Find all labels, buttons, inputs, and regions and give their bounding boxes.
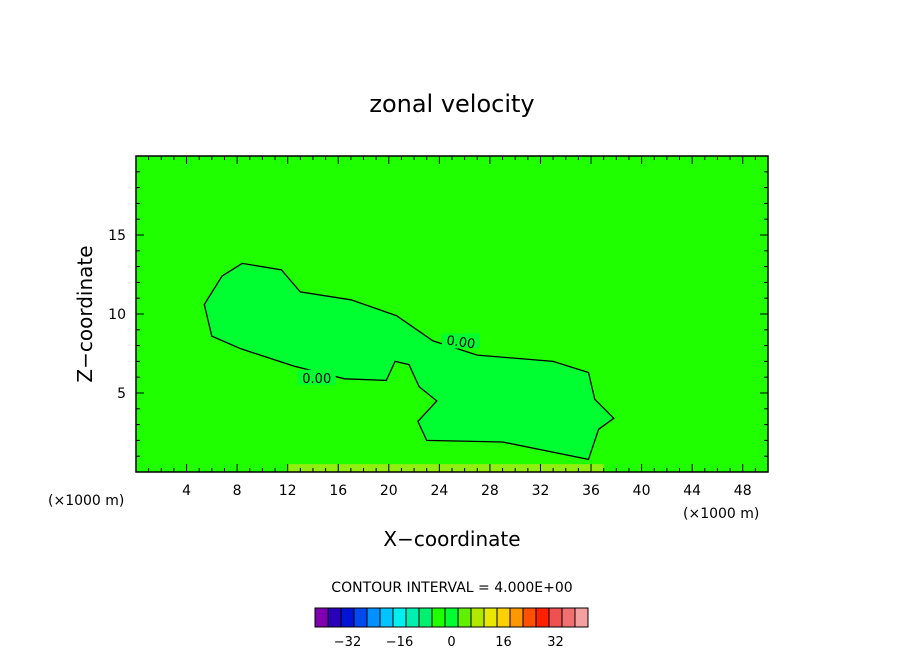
colorbar-swatch (574, 607, 589, 628)
x-tick-label: 28 (481, 483, 499, 499)
colorbar-swatch (379, 607, 394, 628)
colorbar-swatch (431, 607, 446, 628)
contour-label: 0.00 (302, 372, 331, 387)
contour-label-bg (441, 333, 480, 349)
colorbar-label: 0 (447, 635, 455, 650)
x-unit-label-right: (×1000 m) (683, 506, 759, 522)
y-tick-label: 10 (108, 307, 126, 323)
colorbar-swatch (392, 607, 407, 628)
x-tick-label: 44 (683, 483, 701, 499)
x-tick-label: 48 (734, 483, 752, 499)
x-tick-label: 24 (430, 483, 448, 499)
x-tick-label: 20 (380, 483, 398, 499)
colorbar-label: −16 (386, 635, 413, 650)
contour-label: 0.00 (445, 333, 476, 352)
colorbar-swatch (522, 607, 537, 628)
colorbar-label: 16 (495, 635, 512, 650)
colorbar-swatch (548, 607, 563, 628)
colorbar-swatch (405, 607, 420, 628)
plot-area: 0.00 0.00 (135, 155, 769, 473)
surface-layer-band (287, 464, 604, 472)
x-tick-label: 40 (633, 483, 651, 499)
x-unit-label-left: (×1000 m) (48, 493, 124, 509)
colorbar-swatch (366, 607, 381, 628)
y-axis-label: Z−coordinate (73, 245, 97, 382)
y-tick-label: 15 (108, 228, 126, 244)
colorbar-swatch (457, 607, 472, 628)
zero-contour-region (204, 263, 614, 460)
contour-interval-text: CONTOUR INTERVAL = 4.000E+00 (331, 580, 572, 596)
x-tick-label: 32 (532, 483, 550, 499)
colorbar-swatch (496, 607, 511, 628)
colorbar-swatch (483, 607, 498, 628)
colorbar-swatch (509, 607, 524, 628)
zero-contour-line (203, 262, 615, 461)
y-tick-label: 5 (117, 386, 126, 402)
colorbar-label: −32 (334, 635, 361, 650)
x-tick-label: 8 (233, 483, 242, 499)
contour-label-bg (297, 369, 336, 385)
colorbar-swatch (353, 607, 368, 628)
x-tick-label: 4 (182, 483, 191, 499)
colorbar-swatch (561, 607, 576, 628)
x-tick-label: 12 (279, 483, 297, 499)
x-tick-label: 36 (582, 483, 600, 499)
colorbar-swatch (314, 607, 329, 628)
colorbar-label: 32 (547, 635, 564, 650)
colorbar-swatch (418, 607, 433, 628)
colorbar-swatch (327, 607, 342, 628)
colorbar: −32 −16 0 16 32 (314, 607, 589, 650)
colorbar-swatch (444, 607, 459, 628)
chart-title: zonal velocity (369, 90, 534, 118)
x-axis-label: X−coordinate (383, 527, 520, 551)
colorbar-swatch (340, 607, 355, 628)
colorbar-swatch (535, 607, 550, 628)
x-tick-label: 16 (329, 483, 347, 499)
colorbar-swatch (470, 607, 485, 628)
